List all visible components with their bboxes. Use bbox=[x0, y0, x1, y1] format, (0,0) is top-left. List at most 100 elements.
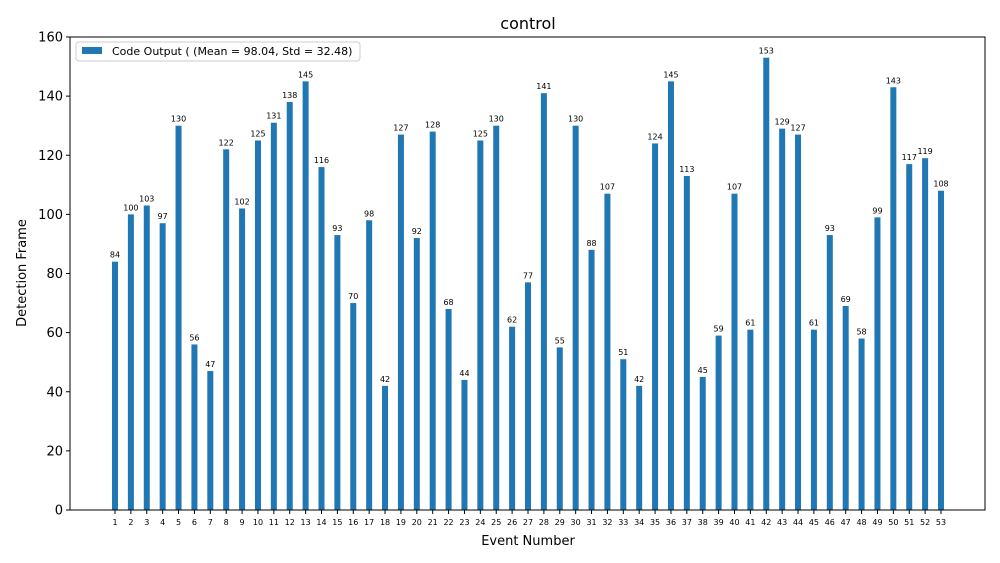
data-label: 70 bbox=[348, 292, 358, 301]
y-tick-label: 0 bbox=[55, 504, 63, 519]
bar bbox=[270, 122, 277, 510]
bar bbox=[588, 249, 595, 510]
x-tick-label: 19 bbox=[396, 518, 406, 527]
data-label: 55 bbox=[555, 336, 565, 345]
data-label: 113 bbox=[679, 165, 694, 174]
x-tick-label: 7 bbox=[208, 518, 213, 527]
x-tick-label: 11 bbox=[269, 518, 279, 527]
data-label: 107 bbox=[600, 183, 615, 192]
x-tick-label: 17 bbox=[364, 518, 374, 527]
data-label: 130 bbox=[171, 115, 186, 124]
data-label: 68 bbox=[443, 298, 453, 307]
y-axis-label: Detection Frame bbox=[15, 219, 30, 327]
data-label: 143 bbox=[886, 76, 901, 85]
data-label: 153 bbox=[759, 47, 774, 56]
data-label: 131 bbox=[266, 112, 281, 121]
bar bbox=[175, 125, 182, 510]
x-tick-label: 18 bbox=[380, 518, 390, 527]
x-tick-label: 31 bbox=[586, 518, 596, 527]
bar bbox=[112, 261, 118, 510]
x-tick-label: 3 bbox=[144, 518, 149, 527]
bar bbox=[159, 223, 166, 510]
data-label: 119 bbox=[917, 147, 932, 156]
bar bbox=[302, 81, 309, 510]
bar bbox=[667, 81, 674, 510]
y-tick-label: 60 bbox=[46, 326, 63, 341]
x-tick-label: 4 bbox=[160, 518, 165, 527]
bar bbox=[938, 190, 944, 510]
data-label: 129 bbox=[775, 118, 790, 127]
x-tick-label: 35 bbox=[650, 518, 660, 527]
bar bbox=[779, 128, 786, 511]
x-tick-label: 29 bbox=[555, 518, 565, 527]
x-tick-label: 52 bbox=[920, 518, 930, 527]
x-tick-label: 36 bbox=[666, 518, 676, 527]
x-tick-label: 40 bbox=[729, 518, 739, 527]
x-tick-label: 51 bbox=[904, 518, 914, 527]
x-tick-label: 41 bbox=[745, 518, 755, 527]
x-tick-label: 42 bbox=[761, 518, 771, 527]
data-label: 59 bbox=[714, 325, 724, 334]
bar bbox=[429, 131, 436, 510]
bar bbox=[826, 235, 833, 510]
bar bbox=[556, 347, 563, 510]
bar bbox=[906, 164, 913, 510]
data-labels-group: 8410010397130564712210212513113814511693… bbox=[110, 47, 949, 384]
x-tick-label: 50 bbox=[888, 518, 898, 527]
y-axis: 0 20 40 60 80 100 120 140 160 bbox=[38, 31, 70, 519]
x-tick-label: 14 bbox=[316, 518, 326, 527]
bar bbox=[540, 93, 547, 510]
x-tick-label: 39 bbox=[714, 518, 724, 527]
bar bbox=[318, 167, 325, 510]
data-label: 108 bbox=[933, 180, 948, 189]
data-label: 47 bbox=[205, 360, 215, 369]
data-label: 84 bbox=[110, 251, 120, 260]
bar bbox=[477, 140, 484, 510]
bar bbox=[683, 175, 690, 510]
data-label: 99 bbox=[872, 206, 882, 215]
x-tick-label: 37 bbox=[682, 518, 692, 527]
x-tick-label: 43 bbox=[777, 518, 787, 527]
data-label: 117 bbox=[902, 153, 917, 162]
data-label: 107 bbox=[727, 183, 742, 192]
x-tick-label: 46 bbox=[825, 518, 835, 527]
x-tick-label: 24 bbox=[475, 518, 485, 527]
bar bbox=[747, 329, 754, 510]
chart-title: control bbox=[500, 14, 555, 33]
bar bbox=[143, 205, 150, 510]
data-label: 141 bbox=[536, 82, 551, 91]
x-tick-label: 15 bbox=[332, 518, 342, 527]
bar bbox=[620, 359, 627, 510]
x-tick-label: 30 bbox=[571, 518, 581, 527]
x-tick-label: 34 bbox=[634, 518, 644, 527]
x-tick-label: 6 bbox=[192, 518, 197, 527]
x-tick-label: 32 bbox=[602, 518, 612, 527]
x-tick-label: 10 bbox=[253, 518, 263, 527]
x-tick-label: 38 bbox=[698, 518, 708, 527]
x-tick-label: 5 bbox=[176, 518, 181, 527]
data-label: 125 bbox=[250, 129, 265, 138]
y-tick-label: 160 bbox=[38, 31, 63, 46]
data-label: 93 bbox=[825, 224, 835, 233]
bar bbox=[525, 282, 531, 510]
x-tick-label: 25 bbox=[491, 518, 501, 527]
data-label: 77 bbox=[523, 271, 533, 280]
bar bbox=[874, 217, 881, 511]
x-tick-label: 9 bbox=[240, 518, 245, 527]
bar bbox=[858, 338, 865, 510]
y-tick-label: 100 bbox=[38, 208, 63, 223]
bar bbox=[842, 306, 849, 510]
data-label: 62 bbox=[507, 316, 517, 325]
x-tick-label: 47 bbox=[841, 518, 851, 527]
bar bbox=[699, 376, 706, 510]
bar bbox=[413, 238, 420, 510]
data-label: 56 bbox=[189, 333, 199, 342]
y-tick-label: 140 bbox=[38, 90, 63, 105]
data-label: 100 bbox=[123, 203, 138, 212]
x-tick-label: 22 bbox=[443, 518, 453, 527]
bar bbox=[731, 193, 738, 510]
data-label: 93 bbox=[332, 224, 342, 233]
bar bbox=[763, 57, 770, 510]
bar bbox=[286, 102, 293, 510]
data-label: 45 bbox=[698, 366, 708, 375]
